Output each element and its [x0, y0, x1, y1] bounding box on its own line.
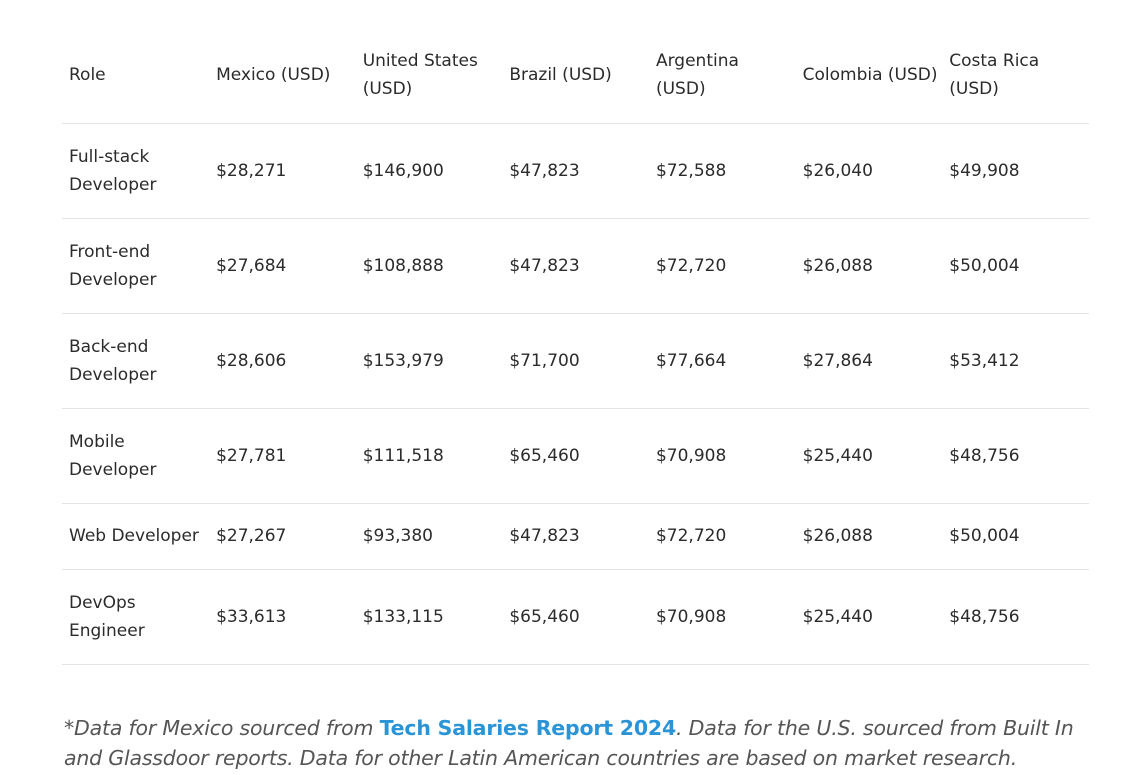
- table-row: Full-stack Developer $28,271 $146,900 $4…: [62, 123, 1089, 219]
- salary-cell: $28,606: [209, 313, 356, 409]
- salary-cell: $108,888: [355, 218, 503, 314]
- tech-salaries-report-link[interactable]: Tech Salaries Report 2024: [379, 715, 677, 740]
- role-cell: Front-end Developer: [62, 218, 210, 314]
- salary-cell: $26,088: [795, 218, 943, 314]
- salary-cell: $72,588: [648, 123, 796, 219]
- salary-table-container: Role Mexico (USD) United States (USD) Br…: [62, 28, 1089, 665]
- header-cell-argentina: Argentina (USD): [648, 28, 796, 124]
- header-row: Role Mexico (USD) United States (USD) Br…: [62, 28, 1089, 124]
- salary-cell: $27,864: [795, 313, 943, 409]
- salary-cell: $48,756: [942, 569, 1089, 665]
- salary-cell: $50,004: [942, 503, 1089, 570]
- salary-cell: $133,115: [355, 569, 503, 665]
- salary-cell: $28,271: [209, 123, 356, 219]
- salary-cell: $25,440: [795, 408, 943, 504]
- salary-cell: $72,720: [648, 218, 796, 314]
- salary-cell: $53,412: [942, 313, 1089, 409]
- salary-cell: $47,823: [502, 123, 649, 219]
- salary-cell: $26,088: [795, 503, 943, 570]
- table-row: DevOps Engineer $33,613 $133,115 $65,460…: [62, 569, 1089, 665]
- header-cell-colombia: Colombia (USD): [795, 28, 943, 124]
- salary-cell: $146,900: [355, 123, 503, 219]
- footnote-text-before-link: *Data for Mexico sourced from: [64, 715, 380, 740]
- salary-cell: $153,979: [355, 313, 503, 409]
- salary-cell: $26,040: [795, 123, 943, 219]
- salary-cell: $70,908: [648, 569, 796, 665]
- table-row: Front-end Developer $27,684 $108,888 $47…: [62, 218, 1089, 314]
- table-row: Web Developer $27,267 $93,380 $47,823 $7…: [62, 503, 1089, 570]
- source-footnote: *Data for Mexico sourced from Tech Salar…: [64, 713, 1104, 773]
- salary-cell: $72,720: [648, 503, 796, 570]
- salary-cell: $111,518: [355, 408, 503, 504]
- role-cell: DevOps Engineer: [62, 569, 210, 665]
- salary-cell: $93,380: [355, 503, 503, 570]
- table-header: Role Mexico (USD) United States (USD) Br…: [62, 28, 1089, 124]
- salary-table: Role Mexico (USD) United States (USD) Br…: [62, 28, 1089, 665]
- table-row: Mobile Developer $27,781 $111,518 $65,46…: [62, 408, 1089, 504]
- salary-cell: $77,664: [648, 313, 796, 409]
- salary-cell: $33,613: [209, 569, 356, 665]
- salary-cell: $47,823: [502, 218, 649, 314]
- salary-cell: $65,460: [502, 408, 649, 504]
- table-row: Back-end Developer $28,606 $153,979 $71,…: [62, 313, 1089, 409]
- footnote-text-after-link: . Data for the U.S. sourced from Built I…: [64, 715, 1074, 770]
- salary-cell: $49,908: [942, 123, 1089, 219]
- header-cell-role: Role: [62, 28, 210, 124]
- salary-cell: $70,908: [648, 408, 796, 504]
- salary-cell: $65,460: [502, 569, 649, 665]
- table-body: Full-stack Developer $28,271 $146,900 $4…: [62, 123, 1089, 665]
- salary-cell: $47,823: [502, 503, 649, 570]
- role-cell: Back-end Developer: [62, 313, 210, 409]
- salary-cell: $27,267: [209, 503, 356, 570]
- salary-cell: $27,781: [209, 408, 356, 504]
- header-cell-costa-rica: Costa Rica (USD): [942, 28, 1089, 124]
- header-cell-mexico: Mexico (USD): [209, 28, 356, 124]
- salary-cell: $25,440: [795, 569, 943, 665]
- salary-cell: $71,700: [502, 313, 649, 409]
- salary-cell: $50,004: [942, 218, 1089, 314]
- salary-cell: $27,684: [209, 218, 356, 314]
- role-cell: Mobile Developer: [62, 408, 210, 504]
- header-cell-brazil: Brazil (USD): [502, 28, 649, 124]
- salary-cell: $48,756: [942, 408, 1089, 504]
- header-cell-united-states: United States (USD): [355, 28, 503, 124]
- role-cell: Full-stack Developer: [62, 123, 210, 219]
- role-cell: Web Developer: [62, 503, 210, 570]
